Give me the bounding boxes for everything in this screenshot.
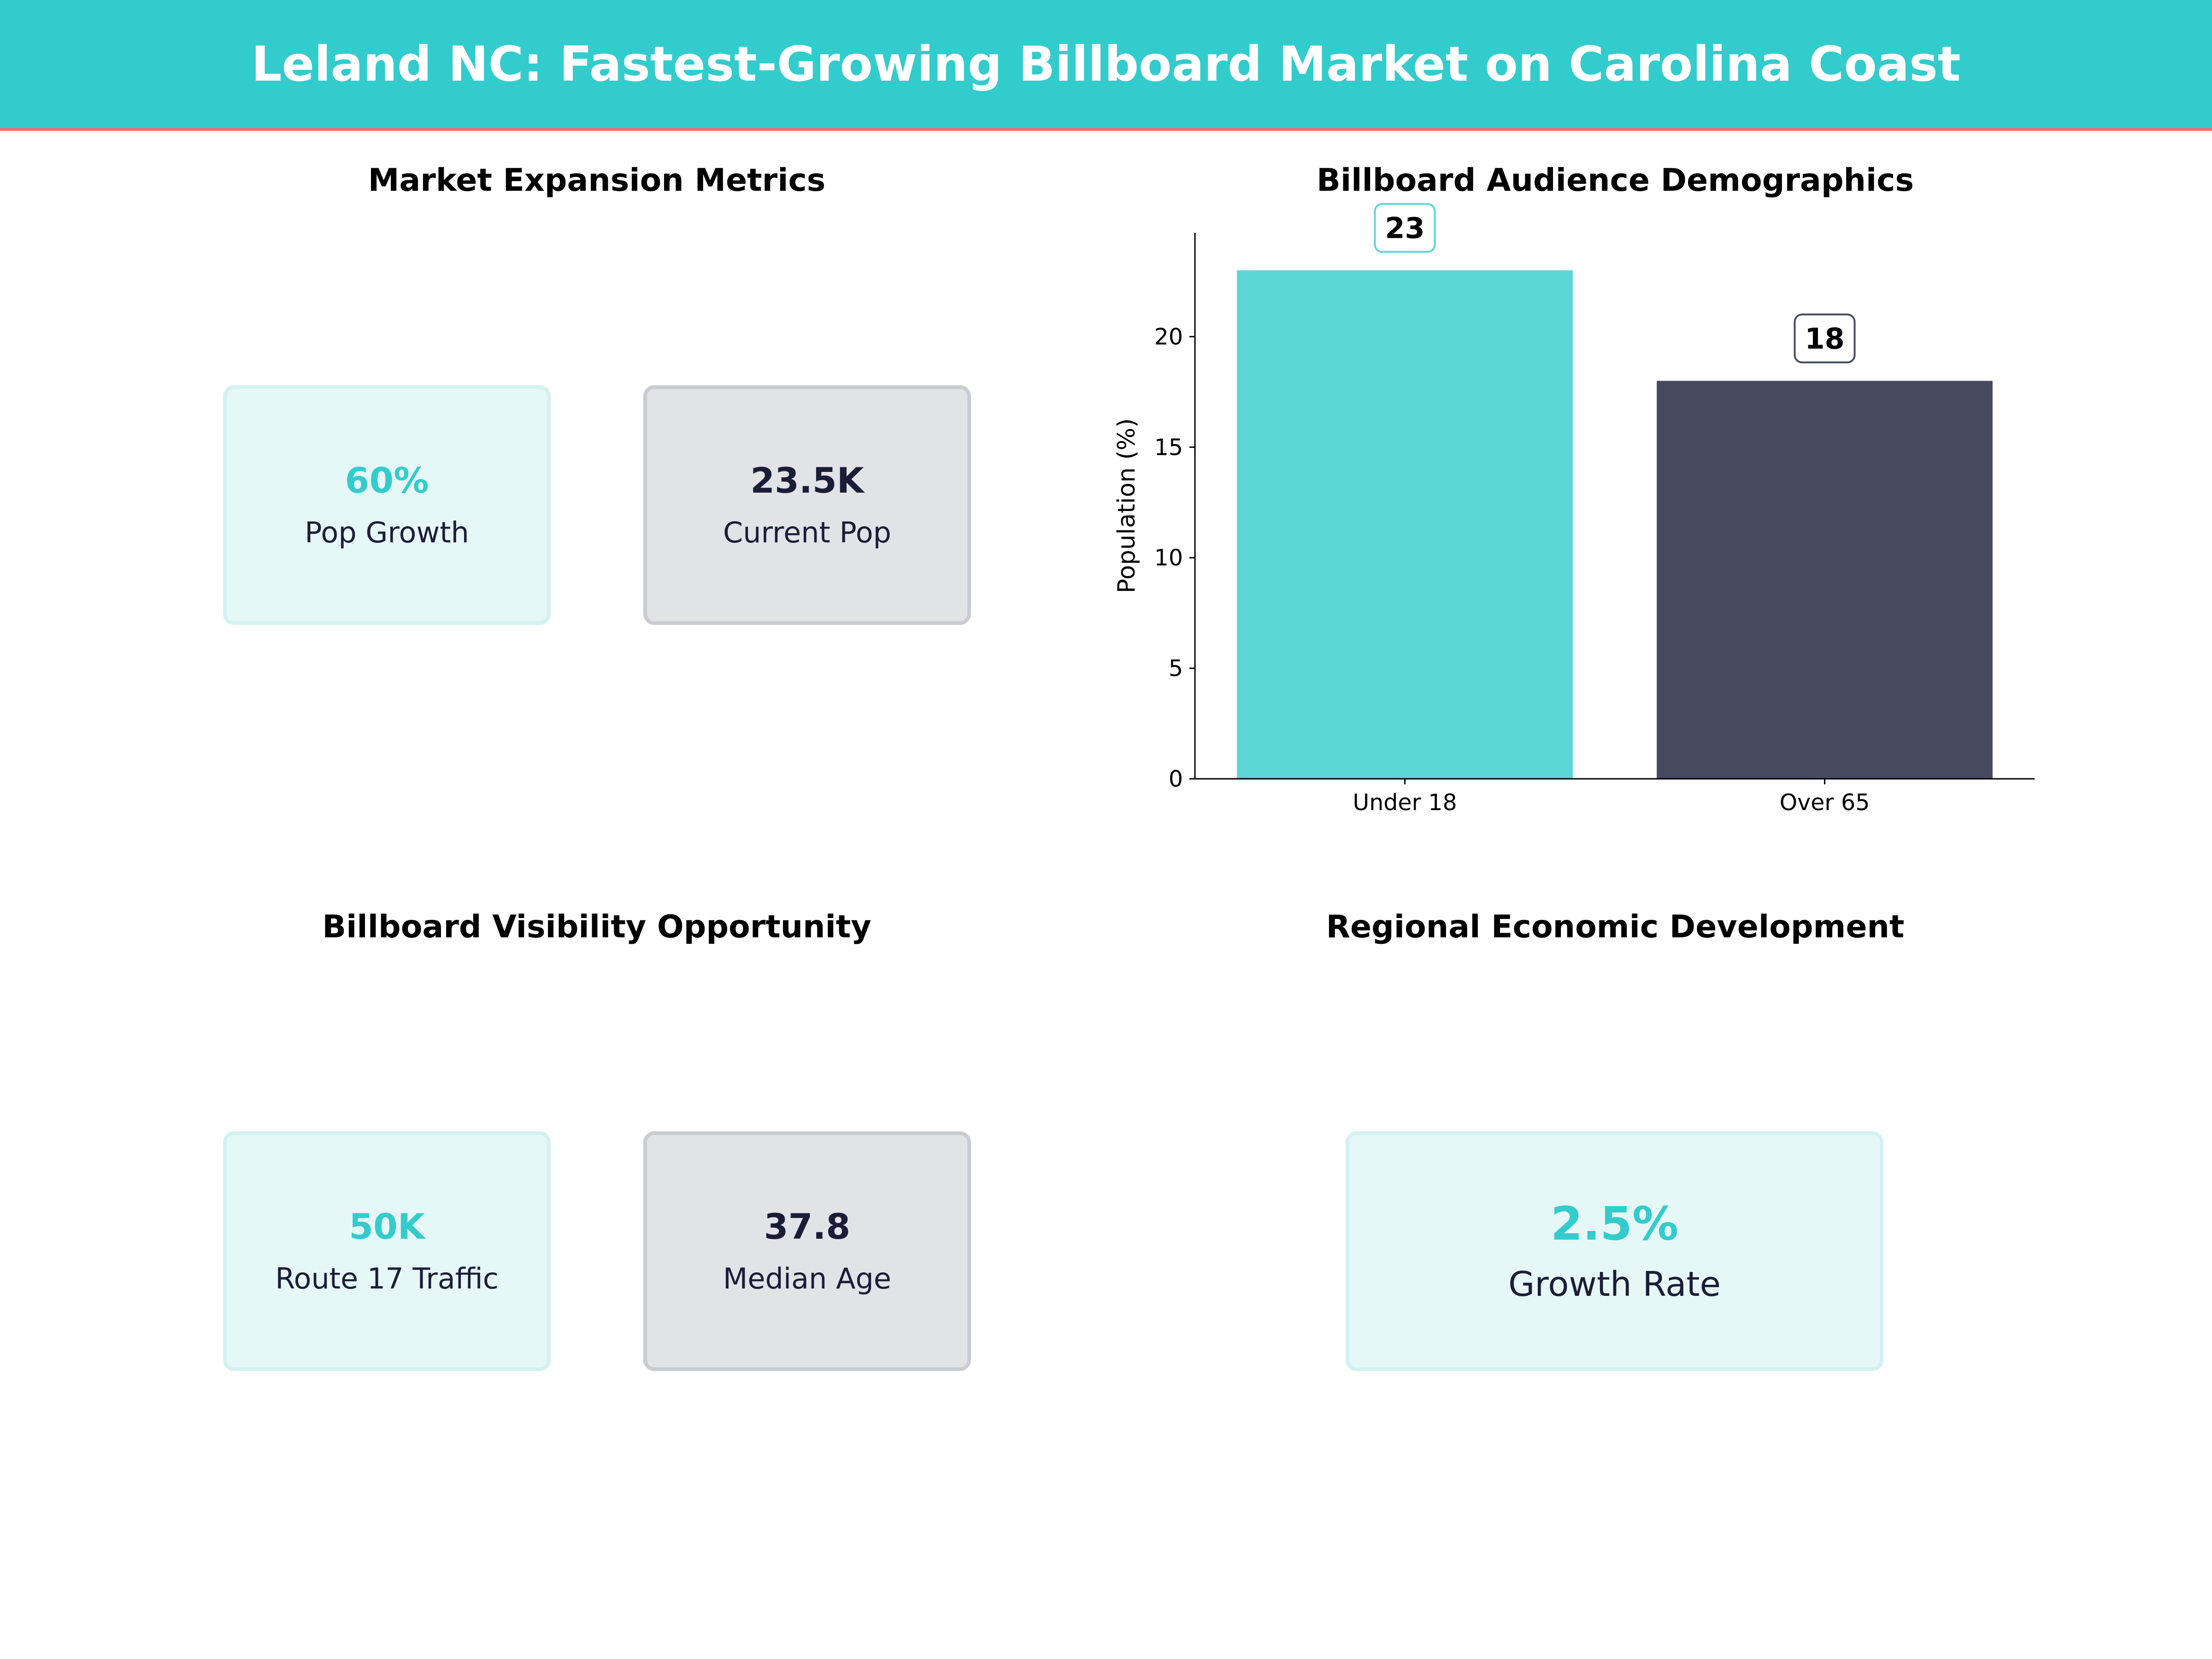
- data-label-box: [1794, 313, 1856, 364]
- page-title: Leland NC: Fastest-Growing Billboard Mar…: [251, 36, 1961, 92]
- economic-panel-title: Regional Economic Development: [1326, 909, 1905, 945]
- card-label: Pop Growth: [305, 516, 469, 549]
- header-banner: Leland NC: Fastest-Growing Billboard Mar…: [0, 0, 2212, 131]
- card-label: Growth Rate: [1508, 1265, 1721, 1304]
- y-tick-label: 5: [1169, 655, 1183, 682]
- y-tick-label: 15: [1154, 434, 1183, 460]
- bar-1: [1657, 381, 1993, 779]
- market-panel-title: Market Expansion Metrics: [368, 162, 826, 199]
- card-label: Current Pop: [723, 516, 892, 549]
- x-tick-label: Under 18: [1353, 789, 1457, 816]
- y-axis-label: Population (%): [1113, 418, 1141, 594]
- x-tick-label: Over 65: [1780, 789, 1870, 816]
- median-age-card: 37.8 Median Age: [643, 1131, 971, 1371]
- card-value: 60%: [345, 460, 429, 501]
- y-tick-label: 10: [1154, 545, 1183, 571]
- pop-growth-card: 60% Pop Growth: [223, 385, 551, 625]
- card-value: 37.8: [764, 1206, 851, 1247]
- card-value: 23.5K: [750, 460, 864, 501]
- y-tick-label: 20: [1154, 324, 1183, 350]
- chart-title: Billboard Audience Demographics: [1317, 162, 1914, 199]
- bar-0: [1237, 270, 1573, 779]
- data-label: 23: [1385, 212, 1424, 245]
- data-label: 18: [1805, 322, 1844, 355]
- growth-rate-card: 2.5% Growth Rate: [1346, 1131, 1883, 1371]
- card-value: 50K: [349, 1206, 425, 1247]
- data-label-box: [1374, 203, 1436, 253]
- y-tick-label: 0: [1169, 766, 1183, 792]
- card-value: 2.5%: [1550, 1197, 1679, 1251]
- card-label: Route 17 Traffic: [275, 1262, 499, 1295]
- visibility-panel-title: Billboard Visibility Opportunity: [322, 909, 871, 945]
- current-pop-card: 23.5K Current Pop: [643, 385, 971, 625]
- card-label: Median Age: [723, 1262, 892, 1295]
- route-traffic-card: 50K Route 17 Traffic: [223, 1131, 551, 1371]
